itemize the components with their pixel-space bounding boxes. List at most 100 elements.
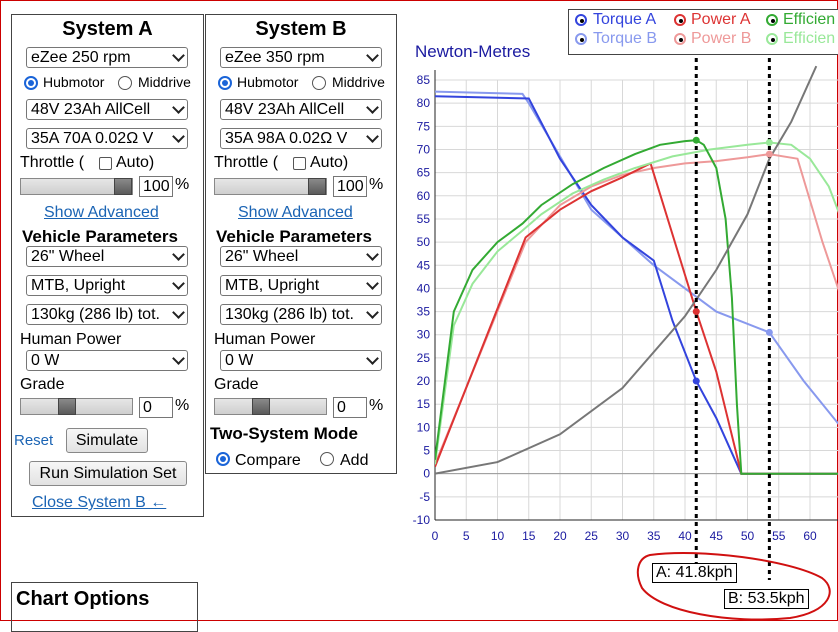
x-tick-label: 45 xyxy=(710,529,724,543)
point-powerB xyxy=(765,150,773,158)
wheel-select-a[interactable]: 26" Wheel xyxy=(26,246,188,267)
wheel-select-b[interactable]: 26" Wheel xyxy=(220,246,382,267)
x-tick-label: 60 xyxy=(803,529,817,543)
x-tick-label: 30 xyxy=(616,529,630,543)
grade-value-b[interactable]: 0 xyxy=(333,397,367,418)
simulate-button[interactable]: Simulate xyxy=(66,428,148,453)
y-tick-label: 25 xyxy=(417,351,431,365)
performance-chart[interactable]: -10 -5 0 5 10 15 20 25 30 35 40 45 50 55 60 65 70 75 80 85 0… xyxy=(405,0,838,580)
grade-slider-b[interactable] xyxy=(214,398,327,415)
red-circle-annotation xyxy=(636,551,831,621)
marker-b-speed-label: B: 53.5kph xyxy=(724,589,809,609)
series-torqueA xyxy=(435,95,838,475)
motor-select-a[interactable]: eZee 250 rpm xyxy=(26,47,188,68)
motor-select-b[interactable]: eZee 350 rpm xyxy=(220,47,382,68)
middrive-radio-a[interactable] xyxy=(118,76,132,90)
y-tick-label: 20 xyxy=(417,374,431,388)
grade-value-a[interactable]: 0 xyxy=(139,397,173,418)
mass-select-b[interactable]: 130kg (286 lb) tot. xyxy=(220,304,382,325)
middrive-radio-b[interactable] xyxy=(312,76,326,90)
battery-select-b[interactable]: 48V 23Ah AllCell xyxy=(220,99,382,120)
close-system-b-link[interactable]: Close System B ← xyxy=(32,494,167,511)
grade-slider-a[interactable] xyxy=(20,398,133,415)
y-tick-label: 55 xyxy=(417,212,431,226)
throttle-label-b: Throttle ( xyxy=(214,154,279,171)
middrive-label-a: Middrive xyxy=(138,74,191,90)
throttle-slider-a[interactable] xyxy=(20,178,133,195)
human-power-select-b[interactable]: 0 W xyxy=(220,350,382,371)
slider-thumb[interactable] xyxy=(58,398,77,415)
throttle-percent-a: % xyxy=(175,176,190,193)
middrive-label-b: Middrive xyxy=(332,74,385,90)
add-label: Add xyxy=(340,452,369,469)
human-power-select-a[interactable]: 0 W xyxy=(26,350,188,371)
legend-torque-a[interactable]: Torque A xyxy=(593,11,657,28)
y-tick-label: -10 xyxy=(413,513,431,527)
vehicle-params-heading-b: Vehicle Parameters xyxy=(216,227,372,246)
mass-select-a[interactable]: 130kg (286 lb) tot. xyxy=(26,304,188,325)
auto-checkbox-b[interactable] xyxy=(293,157,306,170)
bike-select-a[interactable]: MTB, Upright xyxy=(26,275,188,296)
reset-link[interactable]: Reset xyxy=(14,432,54,449)
y-tick-label: 0 xyxy=(423,467,430,481)
hubmotor-radio-a[interactable] xyxy=(24,76,38,90)
auto-checkbox-a[interactable] xyxy=(99,157,112,170)
throttle-value-b[interactable]: 100 xyxy=(333,176,367,197)
legend-power-a[interactable]: Power A xyxy=(691,11,751,28)
x-tick-label: 5 xyxy=(463,529,470,543)
throttle-slider-b[interactable] xyxy=(214,178,327,195)
auto-label-b: Auto) xyxy=(310,154,349,171)
y-tick-label: 15 xyxy=(417,397,431,411)
legend-torque-b[interactable]: Torque B xyxy=(593,30,658,47)
compare-label: Compare xyxy=(235,452,301,469)
y-tick-label: 5 xyxy=(423,444,430,458)
slider-thumb[interactable] xyxy=(252,398,271,415)
x-tick-label: 35 xyxy=(647,529,661,543)
y-tick-label: 80 xyxy=(417,96,431,110)
x-tick-label: 20 xyxy=(553,529,567,543)
show-advanced-link-b[interactable]: Show Advanced xyxy=(238,204,353,221)
series-powerA xyxy=(435,161,838,475)
x-tick-label: 50 xyxy=(741,529,755,543)
y-tick-label: 70 xyxy=(417,142,431,156)
torque-a-legend-icon xyxy=(575,14,587,26)
slider-thumb[interactable] xyxy=(114,178,132,195)
legend-efficiency-a[interactable]: Efficien xyxy=(783,11,836,28)
grade-percent-b: % xyxy=(369,397,384,414)
legend-power-b[interactable]: Power B xyxy=(691,30,752,47)
legend-efficiency-b[interactable]: Efficien xyxy=(783,30,836,47)
point-torqueA xyxy=(692,377,700,385)
system-a-title: System A xyxy=(62,18,153,40)
power-a-legend-icon xyxy=(674,14,686,26)
y-tick-label: 45 xyxy=(417,258,431,272)
controller-select-a[interactable]: 35A 70A 0.02Ω V xyxy=(26,128,188,149)
grade-label-b: Grade xyxy=(214,376,259,393)
compare-radio[interactable] xyxy=(216,452,230,466)
run-simulation-set-button[interactable]: Run Simulation Set xyxy=(29,461,187,486)
battery-select-a[interactable]: 48V 23Ah AllCell xyxy=(26,99,188,120)
eff-b-legend-icon xyxy=(766,33,778,45)
human-power-label-b: Human Power xyxy=(214,331,316,348)
slider-thumb[interactable] xyxy=(308,178,326,195)
bike-select-b[interactable]: MTB, Upright xyxy=(220,275,382,296)
system-a-panel: System A eZee 250 rpm Hubmotor Middrive … xyxy=(11,14,204,517)
x-tick-label: 15 xyxy=(522,529,536,543)
y-tick-label: 30 xyxy=(417,328,431,342)
x-tick-label: 40 xyxy=(678,529,692,543)
hubmotor-label-a: Hubmotor xyxy=(43,74,105,90)
hubmotor-radio-b[interactable] xyxy=(218,76,232,90)
throttle-label-a: Throttle ( xyxy=(20,154,85,171)
chart-options-title: Chart Options xyxy=(16,588,150,610)
show-advanced-link-a[interactable]: Show Advanced xyxy=(44,204,159,221)
eff-a-legend-icon xyxy=(766,14,778,26)
point-effA xyxy=(692,136,700,144)
grade-percent-a: % xyxy=(175,397,190,414)
x-tick-label: 10 xyxy=(491,529,505,543)
y-tick-label: 50 xyxy=(417,235,431,249)
y-axis-label: Newton-Metres xyxy=(415,42,530,61)
throttle-value-a[interactable]: 100 xyxy=(139,176,173,197)
controller-select-b[interactable]: 35A 98A 0.02Ω V xyxy=(220,128,382,149)
add-radio[interactable] xyxy=(320,452,334,466)
series-effA xyxy=(435,139,838,475)
